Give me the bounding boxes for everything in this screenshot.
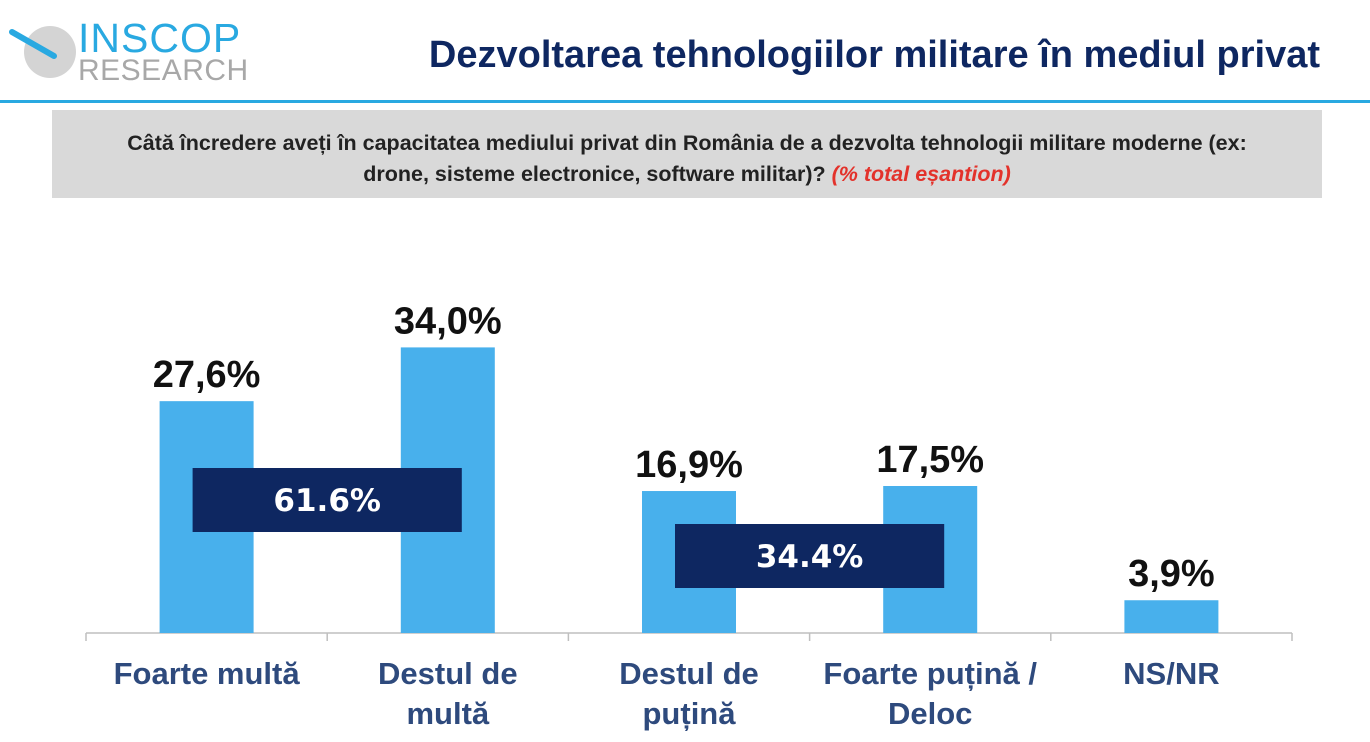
header-divider xyxy=(0,100,1370,103)
category-label: Destul de xyxy=(378,656,518,691)
category-label: NS/NR xyxy=(1123,656,1219,691)
question-text: Câtă încredere aveți în capacitatea medi… xyxy=(127,131,1247,186)
aggregate-box xyxy=(675,524,945,588)
page-title: Dezvoltarea tehnologiilor militare în me… xyxy=(428,34,1320,76)
question-note: (% total eșantion) xyxy=(831,162,1011,186)
category-label: Deloc xyxy=(888,696,972,731)
aggregate-label: 61.6% xyxy=(273,483,381,519)
bar xyxy=(1124,600,1219,633)
category-label: multă xyxy=(406,696,489,731)
bar-value-label: 16,9% xyxy=(635,444,743,486)
category-label: puțină xyxy=(643,696,737,731)
category-label: Foarte multă xyxy=(114,656,301,691)
bar-value-label: 17,5% xyxy=(876,439,984,481)
bar-value-label: 27,6% xyxy=(153,354,261,396)
category-label: Foarte puțină / xyxy=(823,656,1037,691)
question-box: Câtă încredere aveți în capacitatea medi… xyxy=(52,110,1322,198)
logo-name-bottom: RESEARCH xyxy=(78,54,249,87)
bar-value-label: 3,9% xyxy=(1128,553,1215,595)
logo-name-top: INSCOP xyxy=(78,15,242,61)
aggregate-label: 34.4% xyxy=(756,539,864,575)
inscop-logo: INSCOP RESEARCH xyxy=(8,14,249,87)
bar-value-label: 34,0% xyxy=(394,300,502,342)
magnifier-icon xyxy=(9,26,76,78)
category-label: Destul de xyxy=(619,656,759,691)
aggregate-box xyxy=(192,468,462,532)
